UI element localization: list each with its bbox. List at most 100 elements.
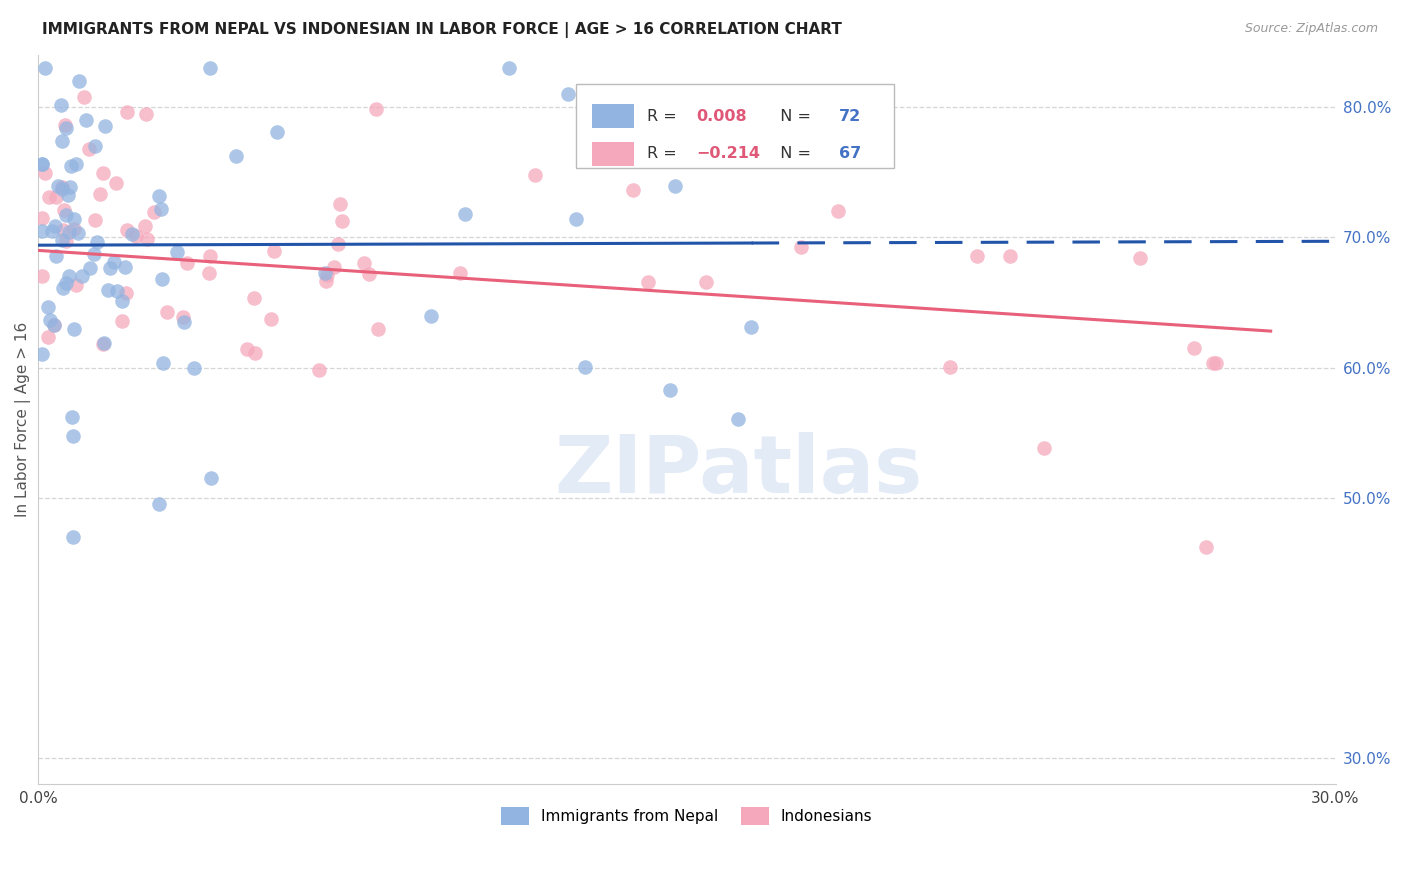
Point [1205,356,1227,370]
Point [103,254,125,268]
Point [156,305,179,319]
Point [939,359,962,374]
Point [125,228,148,243]
Y-axis label: In Labor Force | Age > 16: In Labor Force | Age > 16 [15,322,31,517]
Point [115,104,138,119]
Point [524,168,547,182]
Point [62,429,84,443]
Point [659,383,682,397]
Point [89,186,111,201]
Point [63,222,86,236]
Point [114,286,136,301]
Point [63,211,86,226]
Point [827,204,849,219]
Point [34,165,56,179]
Point [198,61,221,75]
Point [104,176,127,190]
FancyBboxPatch shape [576,85,894,168]
Point [243,345,266,359]
Point [330,214,353,228]
Point [143,205,166,219]
Point [98,261,121,276]
Point [52,222,75,236]
Point [637,275,659,289]
Point [557,87,579,101]
Point [453,206,475,220]
Text: R =: R = [647,146,682,161]
Text: Source: ZipAtlas.com: Source: ZipAtlas.com [1244,22,1378,36]
Text: ZIPatlas: ZIPatlas [554,432,922,509]
Point [51,180,73,194]
Point [38,190,60,204]
Text: −0.214: −0.214 [696,146,759,161]
Point [51,233,73,247]
Point [172,310,194,324]
Point [84,138,107,153]
Point [58,225,80,239]
Text: N =: N = [770,109,815,124]
Point [111,314,134,328]
Point [1033,442,1056,456]
Point [37,329,59,343]
Point [93,166,115,180]
Point [59,159,82,173]
Point [58,268,80,283]
Point [419,309,441,323]
FancyBboxPatch shape [592,142,634,166]
Point [86,235,108,250]
Point [148,497,170,511]
Point [67,227,90,241]
Point [59,180,82,194]
Point [574,359,596,374]
Point [1195,540,1218,554]
Point [565,211,588,226]
FancyBboxPatch shape [592,104,634,128]
Point [727,411,749,425]
Point [77,142,100,156]
Point [236,343,259,357]
Text: 67: 67 [838,146,860,161]
Point [63,322,86,336]
Point [73,90,96,104]
Legend: Immigrants from Nepal, Indonesians: Immigrants from Nepal, Indonesians [495,801,879,831]
Point [243,291,266,305]
Point [314,266,336,280]
Point [31,157,53,171]
Point [183,360,205,375]
Point [41,224,63,238]
Point [357,267,380,281]
Point [621,183,644,197]
Point [135,106,157,120]
Point [449,266,471,280]
Point [135,231,157,245]
Point [75,112,97,127]
Point [353,256,375,270]
Point [67,73,90,87]
Point [45,190,67,204]
Point [55,208,77,222]
Point [79,261,101,276]
Point [38,312,60,326]
Point [322,260,344,274]
Point [34,61,56,75]
Point [42,318,65,332]
Text: IMMIGRANTS FROM NEPAL VS INDONESIAN IN LABOR FORCE | AGE > 16 CORRELATION CHART: IMMIGRANTS FROM NEPAL VS INDONESIAN IN L… [42,22,842,38]
Point [55,120,77,135]
Point [49,97,72,112]
Point [31,268,53,283]
Point [1202,356,1225,370]
Point [115,222,138,236]
Point [498,61,520,75]
Point [329,196,352,211]
Point [200,471,222,485]
Point [152,272,174,286]
Point [105,285,128,299]
Point [197,266,219,280]
Text: 72: 72 [838,109,860,124]
Point [326,237,349,252]
Point [53,118,76,132]
Point [31,224,53,238]
Point [364,102,387,116]
Point [55,276,77,290]
Point [134,219,156,233]
